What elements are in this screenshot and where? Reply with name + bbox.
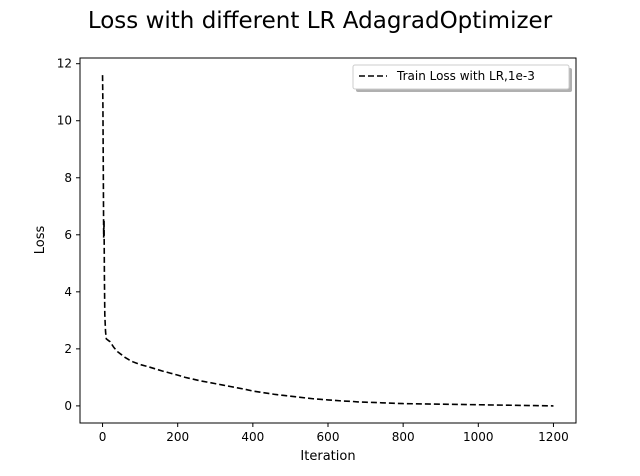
- series-line-train-loss: [101, 75, 554, 407]
- y-axis-label: Loss: [33, 226, 48, 255]
- x-tick-label: 400: [241, 430, 264, 444]
- x-tick-label: 200: [166, 430, 189, 444]
- x-tick-label: 0: [99, 430, 107, 444]
- y-tick-label: 10: [57, 114, 72, 128]
- y-tick-label: 8: [64, 171, 72, 185]
- y-tick-label: 6: [64, 228, 72, 242]
- y-tick-label: 12: [57, 57, 72, 71]
- chart-title: Loss with different LR AdagradOptimizer: [88, 8, 553, 34]
- legend-entry-train-loss: Train Loss with LR,1e-3: [396, 69, 535, 83]
- legend-box: [352, 64, 570, 90]
- y-axis-ticks: 0 2 4 6 8 10 12: [57, 57, 80, 413]
- y-tick-label: 0: [64, 399, 72, 413]
- x-tick-label: 600: [317, 430, 340, 444]
- x-axis-label: Iteration: [300, 449, 355, 464]
- x-axis-ticks: 0 200 400 600 800 1000 1200: [99, 423, 569, 444]
- legend: Train Loss with LR,1e-3: [352, 64, 572, 92]
- y-tick-label: 2: [64, 342, 72, 356]
- series-lines: [101, 75, 554, 407]
- x-tick-label: 1000: [463, 430, 494, 444]
- y-tick-label: 4: [64, 285, 72, 299]
- x-tick-label: 800: [392, 430, 415, 444]
- x-tick-label: 1200: [538, 430, 569, 444]
